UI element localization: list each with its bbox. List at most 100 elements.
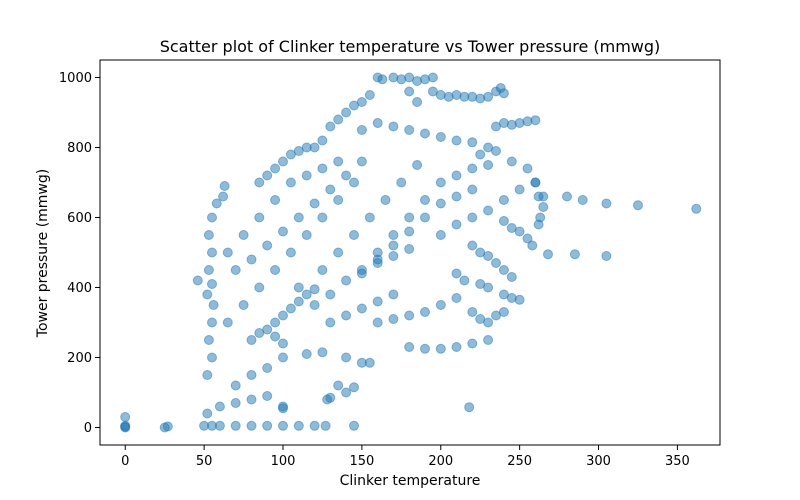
- data-point: [301, 349, 312, 359]
- data-point: [270, 163, 281, 174]
- data-point: [491, 258, 501, 268]
- data-point: [254, 212, 265, 223]
- data-point: [530, 177, 541, 188]
- data-point: [498, 195, 509, 205]
- data-point: [514, 226, 525, 237]
- data-point: [254, 282, 265, 293]
- data-point: [278, 401, 288, 412]
- y-tick-label: 0: [84, 421, 92, 436]
- x-tick-label: 50: [196, 454, 213, 469]
- data-point: [218, 191, 229, 202]
- data-point: [278, 226, 288, 237]
- data-point: [451, 170, 462, 181]
- data-point: [341, 107, 352, 118]
- data-point: [459, 275, 470, 286]
- data-point: [230, 265, 241, 275]
- y-tick-label: 1000: [59, 71, 92, 86]
- data-point: [380, 195, 391, 205]
- data-point: [309, 420, 320, 431]
- data-point: [483, 282, 494, 293]
- data-point: [522, 163, 533, 174]
- data-point: [601, 198, 612, 209]
- data-point: [356, 268, 367, 279]
- data-point: [262, 324, 273, 335]
- data-point: [230, 420, 241, 431]
- data-point: [349, 230, 359, 240]
- data-point: [203, 335, 214, 345]
- data-point: [285, 247, 296, 258]
- chart-title: Scatter plot of Clinker temperature vs T…: [160, 37, 661, 56]
- y-tick-label: 800: [67, 141, 92, 156]
- data-point: [467, 307, 478, 317]
- data-point: [262, 240, 273, 251]
- x-tick-label: 0: [121, 454, 129, 469]
- data-point: [293, 420, 304, 431]
- data-point: [246, 370, 257, 380]
- data-point: [388, 121, 399, 132]
- data-point: [262, 391, 273, 401]
- data-point: [483, 205, 494, 216]
- data-point: [262, 420, 273, 431]
- data-point: [388, 251, 399, 261]
- data-point: [475, 149, 486, 160]
- data-point: [498, 216, 509, 226]
- data-point: [356, 303, 367, 314]
- data-point: [467, 137, 478, 148]
- data-point: [207, 279, 217, 289]
- data-point: [467, 240, 478, 251]
- data-point: [467, 338, 478, 349]
- data-point: [202, 408, 213, 419]
- data-point: [364, 212, 375, 223]
- data-point: [317, 163, 328, 174]
- data-point: [320, 420, 331, 431]
- data-point: [309, 198, 320, 209]
- data-point: [514, 184, 525, 195]
- data-point: [278, 420, 288, 431]
- data-point: [420, 307, 430, 317]
- data-point: [301, 142, 312, 153]
- data-point: [230, 380, 241, 391]
- data-point: [301, 170, 312, 181]
- data-point: [238, 230, 249, 240]
- data-point: [192, 275, 203, 286]
- x-tick-label: 150: [349, 454, 374, 469]
- data-point: [278, 352, 288, 363]
- data-point: [569, 249, 580, 260]
- data-point: [278, 310, 288, 321]
- data-point: [162, 421, 173, 432]
- data-point: [464, 402, 475, 413]
- data-point: [246, 254, 257, 265]
- x-tick-label: 300: [586, 454, 611, 469]
- data-point: [483, 317, 494, 328]
- data-point: [467, 184, 478, 195]
- data-point: [202, 370, 213, 380]
- data-point: [262, 170, 273, 181]
- data-point: [451, 219, 462, 230]
- data-point: [317, 265, 328, 275]
- data-point: [498, 307, 509, 317]
- data-point: [254, 177, 265, 188]
- data-point: [372, 258, 383, 268]
- data-point: [404, 212, 415, 223]
- data-point: [396, 177, 407, 188]
- data-point: [293, 282, 304, 293]
- data-point: [278, 156, 288, 167]
- data-point: [364, 90, 375, 100]
- data-point: [577, 195, 588, 205]
- data-point: [633, 200, 643, 211]
- data-point: [270, 195, 281, 205]
- data-point: [270, 317, 281, 328]
- data-point: [562, 191, 572, 202]
- data-point: [538, 202, 549, 212]
- data-point: [322, 394, 333, 405]
- data-point: [207, 212, 217, 223]
- data-point: [451, 135, 462, 146]
- data-point: [404, 244, 415, 254]
- data-point: [309, 300, 320, 310]
- data-point: [349, 420, 359, 431]
- data-point: [420, 128, 430, 139]
- data-point: [451, 342, 462, 352]
- data-point: [333, 156, 344, 167]
- data-point: [427, 72, 438, 83]
- data-point: [301, 289, 312, 300]
